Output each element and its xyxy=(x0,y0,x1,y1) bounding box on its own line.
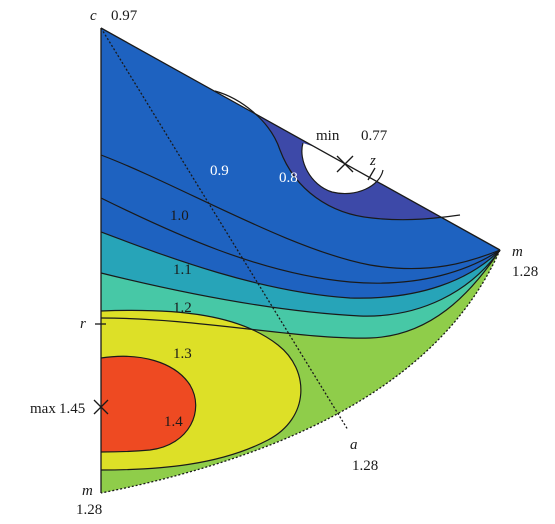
vertex-c-label: c xyxy=(90,8,97,24)
vertex-c-value: 0.97 xyxy=(111,8,138,24)
band-max xyxy=(101,356,196,452)
z-tick xyxy=(367,167,376,181)
contour-label-0-9: 0.9 xyxy=(210,163,229,179)
contour-label-1-3: 1.3 xyxy=(173,346,192,362)
contour-label-1-2: 1.2 xyxy=(173,300,192,316)
contour-label-1-4: 1.4 xyxy=(164,414,183,430)
min-value: 0.77 xyxy=(361,128,388,144)
labels: c 0.97 min 0.77 z m 1.28 r max 1.45 a 1.… xyxy=(30,8,538,518)
vertex-m-bottom-value: 1.28 xyxy=(76,502,102,518)
triangle-outline xyxy=(100,27,501,494)
vertex-z-label: z xyxy=(369,153,376,169)
vertex-a-value: 1.28 xyxy=(352,458,378,474)
contour-label-1-0: 1.0 xyxy=(170,208,189,224)
contour-label-1-1: 1.1 xyxy=(173,262,192,278)
markers xyxy=(93,155,376,415)
band-min xyxy=(301,143,383,194)
vertex-m-top-value: 1.28 xyxy=(512,264,538,280)
max-marker xyxy=(93,399,109,415)
vertex-m-bottom-label: m xyxy=(82,483,93,499)
vertex-r-label: r xyxy=(80,316,86,332)
max-value: 1.45 xyxy=(59,401,85,417)
min-marker xyxy=(336,155,354,173)
contour-lines xyxy=(100,90,501,471)
vertex-m-top-label: m xyxy=(512,244,523,260)
vertex-a-label: a xyxy=(350,437,358,453)
max-label: max xyxy=(30,401,56,417)
contour-label-0-8: 0.8 xyxy=(279,170,298,186)
min-label: min xyxy=(316,128,340,144)
